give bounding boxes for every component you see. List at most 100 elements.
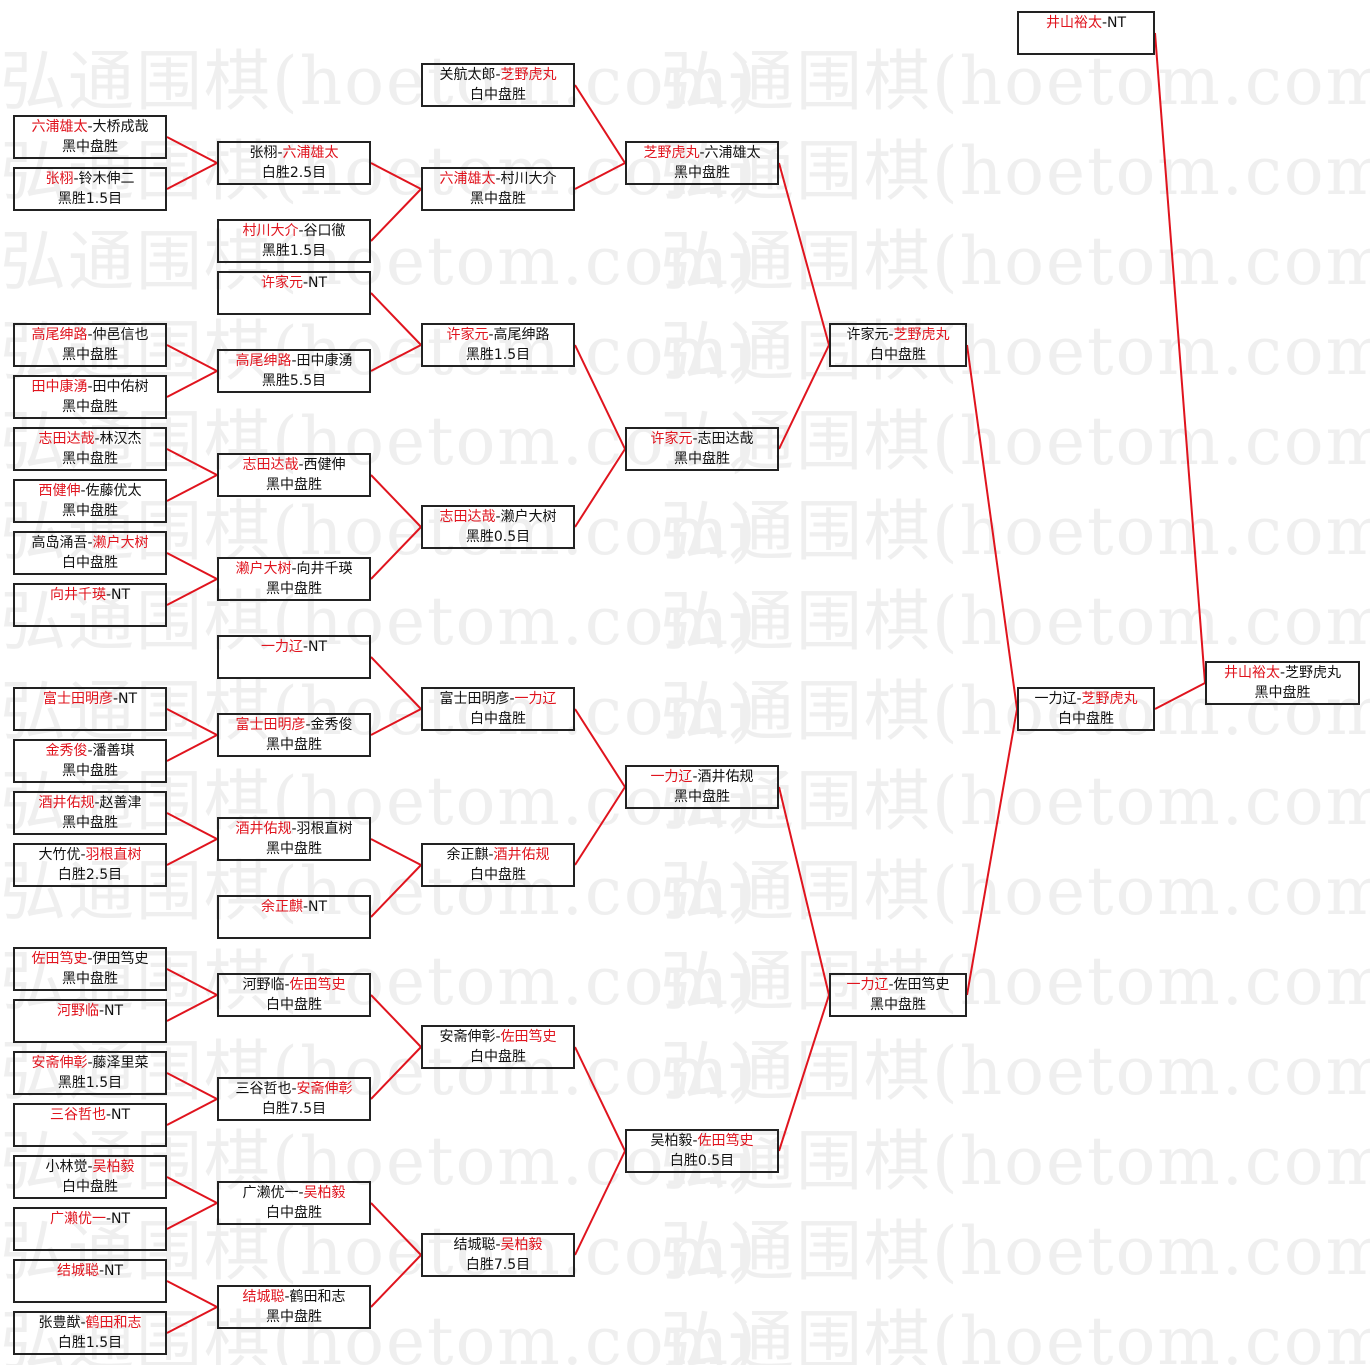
match-result: 白中盘胜	[1058, 711, 1114, 727]
match-box: 结城聪-鹤田和志 黑中盘胜	[217, 1285, 371, 1329]
match-players: 酒井佑规-羽根直树	[219, 819, 369, 839]
match-players: 河野临-佐田笃史	[219, 975, 369, 995]
match-players: 志田达哉-濑户大树	[423, 507, 573, 527]
match-result: 白中盘胜	[470, 867, 526, 883]
winner-name: 羽根直树	[85, 847, 142, 863]
player-name: NT	[104, 1003, 124, 1019]
winner-name: 濑户大树	[92, 535, 149, 551]
winner-name: 芝野虎丸	[893, 327, 950, 343]
player-name: 三谷哲也	[235, 1081, 292, 1097]
bracket-connector	[166, 448, 218, 476]
match-players: 许家元-志田达哉	[627, 429, 777, 449]
match-players: 金秀俊-潘善琪	[15, 741, 165, 761]
winner-name: 吴柏毅	[303, 1185, 346, 1201]
bracket-connector	[166, 1280, 218, 1308]
match-box: 张栩-六浦雄太 白胜2.5目	[217, 141, 371, 185]
match-result: 黑中盘胜	[62, 399, 118, 415]
match-players: 西健伸-佐藤优太	[15, 481, 165, 501]
match-result: 白胜7.5目	[465, 1257, 531, 1273]
player-name: 濑户大树	[500, 509, 557, 525]
player-name: 广濑优一	[242, 1185, 299, 1201]
match-box: 志田达哉-林汉杰 黑中盘胜	[13, 427, 167, 471]
bracket-connector	[370, 994, 422, 1048]
player-name: 佐田笃史	[893, 977, 950, 993]
bracket-connector	[370, 864, 422, 918]
match-result: 白胜1.5目	[57, 1335, 123, 1351]
player-name: NT	[118, 691, 138, 707]
match-players: 向井千瑛-NT	[15, 585, 165, 605]
match-result: 黑中盘胜	[62, 451, 118, 467]
bracket-connector	[966, 708, 1018, 996]
separator: -	[888, 327, 894, 343]
match-players: 张栩-铃木伸二	[15, 169, 165, 189]
winner-name: 许家元	[650, 431, 693, 447]
winner-name: 田中康湧	[31, 379, 88, 395]
match-result: 黑胜1.5目	[57, 1075, 123, 1091]
match-players: 井山裕太-芝野虎丸	[1207, 663, 1358, 683]
match-result: 黑中盘胜	[62, 763, 118, 779]
player-name: 田中康湧	[296, 353, 353, 369]
match-box: 志田达哉-濑户大树 黑胜0.5目	[421, 505, 575, 549]
match-box: 村川大介-谷口徹 黑胜1.5目	[217, 219, 371, 263]
match-box: 酒井佑规-赵善津 黑中盘胜	[13, 791, 167, 835]
match-box: 酒井佑规-羽根直树黑中盘胜	[217, 817, 371, 861]
player-name: NT	[308, 639, 328, 655]
winner-name: 许家元	[260, 275, 303, 291]
match-result: 黑中盘胜	[674, 789, 730, 805]
match-result: 白中盘胜	[62, 555, 118, 571]
player-name: NT	[1107, 15, 1127, 31]
match-box: 河野临-NT	[13, 999, 167, 1043]
separator: -	[284, 977, 290, 993]
match-box: 张栩-铃木伸二 黑胜1.5目	[13, 167, 167, 211]
match-box: 富士田明彦-NT	[13, 687, 167, 731]
match-box: 许家元-志田达哉黑中盘胜	[625, 427, 779, 471]
separator: -	[509, 691, 515, 707]
winner-name: 余正麒	[260, 899, 303, 915]
match-box: 许家元-NT	[217, 271, 371, 315]
winner-name: 村川大介	[242, 223, 299, 239]
bracket-connector	[370, 1046, 422, 1100]
match-box: 六浦雄太-村川大介 黑中盘胜	[421, 167, 575, 211]
player-name: 铃木伸二	[78, 171, 135, 187]
separator: -	[302, 275, 309, 291]
match-result: 黑中盘胜	[674, 451, 730, 467]
match-box: 广濑优一-吴柏毅 白中盘胜	[217, 1181, 371, 1225]
separator: -	[105, 1211, 112, 1227]
match-box: 张豊猷-鹤田和志 白胜1.5目	[13, 1311, 167, 1355]
bracket-connector	[166, 1202, 218, 1230]
match-players: 高尾绅路-仲邑信也	[15, 325, 165, 345]
player-name: 鹤田和志	[289, 1289, 346, 1305]
bracket-connector	[574, 448, 626, 528]
match-result: 黑中盘胜	[266, 841, 322, 857]
match-box: 结城聪-吴柏毅白胜7.5目	[421, 1233, 575, 1277]
winner-name: 三谷哲也	[49, 1107, 106, 1123]
match-players: 富士田明彦-金秀俊	[219, 715, 369, 735]
winner-name: 西健伸	[38, 483, 81, 499]
match-box: 濑户大树-向井千瑛 黑中盘胜	[217, 557, 371, 601]
separator: -	[87, 951, 93, 967]
match-box: 金秀俊-潘善琪黑中盘胜	[13, 739, 167, 783]
player-name: NT	[111, 1107, 131, 1123]
bracket-connector	[574, 1046, 626, 1152]
bracket-connector	[166, 1072, 218, 1100]
winner-name: 高尾绅路	[31, 327, 88, 343]
bracket-connector	[778, 344, 830, 450]
match-players: 结城聪-吴柏毅	[423, 1235, 573, 1255]
winner-name: 志田达哉	[242, 457, 299, 473]
bracket-connector	[166, 1098, 218, 1126]
winner-name: 张栩	[45, 171, 74, 187]
winner-name: 井山裕太	[1223, 665, 1280, 681]
match-result: 白中盘胜	[266, 997, 322, 1013]
winner-name: 吴柏毅	[92, 1159, 135, 1175]
bracket-connector	[166, 552, 218, 580]
match-players: 一力辽-NT	[219, 637, 369, 657]
winner-name: 一力辽	[514, 691, 557, 707]
player-name: 小林觉	[45, 1159, 88, 1175]
winner-name: 向井千瑛	[49, 587, 106, 603]
player-name: 村川大介	[500, 171, 557, 187]
player-name: 藤泽里菜	[92, 1055, 149, 1071]
separator: -	[87, 119, 93, 135]
winner-name: 芝野虎丸	[643, 145, 700, 161]
match-result: 黑中盘胜	[62, 139, 118, 155]
player-name: NT	[111, 1211, 131, 1227]
